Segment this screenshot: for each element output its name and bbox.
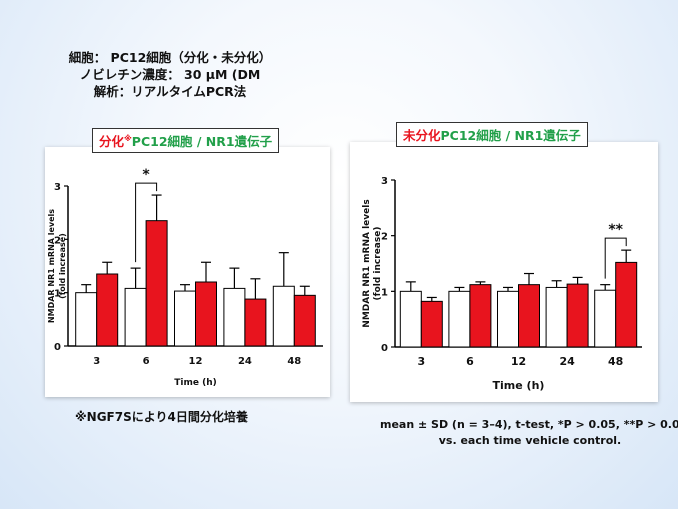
left-y-tick-label: 0 (54, 342, 61, 353)
right-x-tick-label: 12 (511, 355, 526, 368)
right-y-tick-label: 0 (381, 343, 388, 354)
left-x-tick-label: 12 (189, 356, 203, 367)
left-bar (272, 285, 295, 347)
right-x-tick-label: 24 (559, 355, 575, 368)
right-x-tick-label: 48 (608, 355, 623, 368)
left-chart-panel: 0 1 2 3 NMDAR NR1 mRNA levels (fold increase)… (45, 147, 330, 397)
left-bar (145, 220, 168, 347)
right-bar (448, 290, 471, 348)
left-bar (195, 281, 217, 347)
left-y-axis-label: NMDAR NR1 mRNA levels (47, 209, 56, 323)
right-chart-panel: 0 1 2 3 NMDAR NR1 mRNA levels (fold increase)… (350, 142, 658, 402)
right-bar (545, 286, 568, 348)
right-y-tick-label: 1 (381, 287, 388, 298)
left-x-tick-label: 48 (287, 356, 301, 367)
right-bar (566, 283, 589, 348)
left-x-tick-label: 24 (238, 356, 252, 367)
right-y-tick-label: 3 (381, 176, 388, 187)
right-x-tick-label: 6 (466, 355, 474, 368)
left-bar (223, 287, 246, 347)
right-bar (518, 284, 540, 348)
right-y-axis-label: (fold increase) (373, 227, 383, 301)
right-title-red: 未分化 (403, 128, 441, 143)
right-bar (399, 290, 422, 348)
right-significance-bracket (604, 237, 627, 279)
right-x-tick-label: 3 (417, 355, 425, 368)
left-y-tick-label: 1 (54, 289, 61, 300)
left-bar (293, 294, 316, 347)
left-y-tick-label: 3 (54, 182, 61, 193)
right-bar (420, 300, 443, 348)
left-significance-mark: * (142, 167, 150, 183)
header-cells: 細胞： PC12細胞（分化・未分化） (68, 50, 272, 65)
stats-note-line2: vs. each time vehicle control. (438, 434, 622, 447)
left-significance-bracket (135, 182, 158, 263)
left-y-axis-label: (fold increase) (58, 233, 67, 299)
right-title-green: PC12細胞 / NR1遺伝子 (440, 128, 581, 143)
right-bar (497, 290, 519, 348)
left-x-axis-label: Time (h) (174, 378, 216, 388)
left-title-green: PC12細胞 / NR1遺伝子 (131, 134, 273, 149)
right-bar (469, 284, 492, 348)
left-title-mark: ※ (124, 133, 132, 143)
right-significance-mark: ** (608, 222, 623, 238)
right-bar (594, 289, 617, 348)
left-title-red: 分化 (99, 134, 125, 149)
right-chart-title: 未分化PC12細胞 / NR1遺伝子 (396, 122, 588, 147)
left-y-tick-label: 2 (54, 235, 61, 246)
left-chart-title: 分化※PC12細胞 / NR1遺伝子 (92, 128, 280, 153)
left-bar (96, 273, 119, 347)
left-x-tick-label: 3 (93, 356, 100, 367)
left-bar (244, 298, 267, 347)
right-bar (615, 261, 638, 348)
right-y-tick-label: 2 (381, 232, 388, 243)
stats-note-line1: mean ± SD (n = 3–4), t-test, *P > 0.05, … (380, 418, 678, 431)
left-footnote: ※NGF7Sにより4日間分化培養 (75, 410, 248, 424)
left-x-tick-label: 6 (143, 356, 150, 367)
left-bar (174, 290, 196, 347)
header-analysis: 解析：リアルタイムPCR法 (93, 84, 247, 99)
right-y-axis-label: NMDAR NR1 mRNA levels (362, 199, 372, 327)
right-x-axis-label: Time (h) (493, 379, 545, 392)
header-concentration: ノビレチン濃度： 30 μM (DM (79, 67, 261, 82)
left-bar (124, 287, 147, 347)
left-bar (75, 292, 98, 347)
